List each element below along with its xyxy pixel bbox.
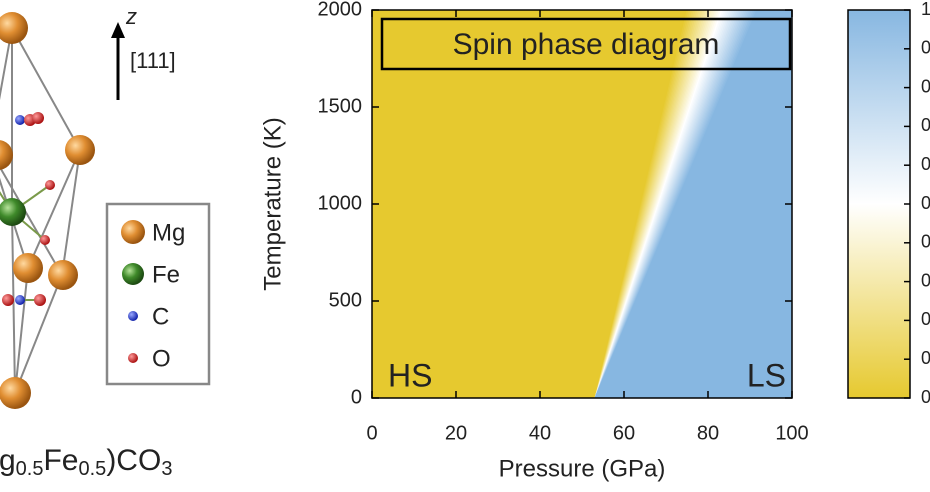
- atom: [0, 377, 31, 409]
- legend-swatch: [121, 220, 145, 244]
- formula-part: Fe: [43, 444, 78, 477]
- legend-swatch: [128, 311, 138, 321]
- atom: [40, 235, 50, 245]
- x-tick-label: 0: [366, 422, 377, 444]
- formula-subscript: 0.5: [16, 458, 44, 480]
- atom: [0, 12, 28, 44]
- colorbar-fill: [847, 9, 911, 399]
- atom: [32, 112, 44, 124]
- axis-name: z: [125, 4, 137, 29]
- colorbar: 0 0.1 0.2 0.3 0.4 0.5 0.6 0.7 0.8 0.9 1: [847, 0, 930, 407]
- colorbar-tick-label: 0: [921, 387, 930, 407]
- legend-label: O: [152, 345, 171, 372]
- atom: [13, 253, 43, 283]
- legend-swatch: [122, 263, 144, 285]
- region-label: HS: [388, 357, 432, 393]
- atom: [48, 260, 78, 290]
- legend-swatch: [128, 353, 138, 363]
- y-tick-label: 1500: [318, 95, 363, 117]
- chart-title: Spin phase diagram: [453, 28, 720, 61]
- legend-label: Fe: [152, 261, 180, 288]
- x-tick-label: 40: [529, 422, 551, 444]
- y-tick-label: 1000: [318, 192, 363, 214]
- axis-arrow: z [111]: [111, 4, 176, 100]
- direction-label: [111]: [130, 48, 176, 73]
- y-tick-label: 2000: [318, 0, 363, 20]
- x-tick-label: 80: [697, 422, 719, 444]
- atom: [0, 140, 13, 170]
- formula-subscript: 3: [161, 458, 172, 480]
- title-box: [380, 17, 792, 71]
- atom: [2, 294, 14, 306]
- phase-boundary: [594, 10, 792, 398]
- colorbar-tick-label: 0.3: [921, 270, 930, 290]
- atom: [0, 198, 26, 226]
- colorbar-tick-label: 1: [921, 0, 930, 19]
- x-tick-label: 60: [613, 422, 635, 444]
- x-tick-label: 100: [775, 422, 808, 444]
- legend: Mg Fe CO: [121, 219, 185, 372]
- formula: (Mg0.5Fe0.5)CO3: [0, 444, 172, 480]
- atom: [45, 180, 55, 190]
- y-axis-label: Temperature (K): [259, 117, 286, 290]
- legend-label: Mg: [152, 219, 185, 246]
- atom: [34, 294, 46, 306]
- colorbar-tick-label: 0.5: [921, 193, 930, 213]
- colorbar-tick-label: 0.7: [921, 115, 930, 135]
- colorbar-tick-label: 0.6: [921, 154, 930, 174]
- x-tick-label: 20: [445, 422, 467, 444]
- y-tick-label: 500: [329, 289, 362, 311]
- atom: [15, 115, 25, 125]
- formula-part: )CO: [106, 444, 161, 477]
- colorbar-tick-label: 0.4: [921, 232, 930, 252]
- atom: [65, 135, 95, 165]
- region-label: LS: [747, 357, 786, 393]
- atoms: [0, 12, 95, 409]
- colorbar-tick-label: 0.2: [921, 309, 930, 329]
- colorbar-tick-label: 0.8: [921, 76, 930, 96]
- formula-part: (Mg: [0, 444, 16, 477]
- y-tick-label: 0: [351, 386, 362, 408]
- heatmap: [372, 10, 792, 398]
- formula-subscript: 0.5: [79, 458, 107, 480]
- x-axis-label: Pressure (GPa): [499, 455, 666, 482]
- colorbar-tick-label: 0.9: [921, 38, 930, 58]
- legend-label: C: [152, 303, 169, 330]
- colorbar-tick-label: 0.1: [921, 348, 930, 368]
- atom: [15, 295, 25, 305]
